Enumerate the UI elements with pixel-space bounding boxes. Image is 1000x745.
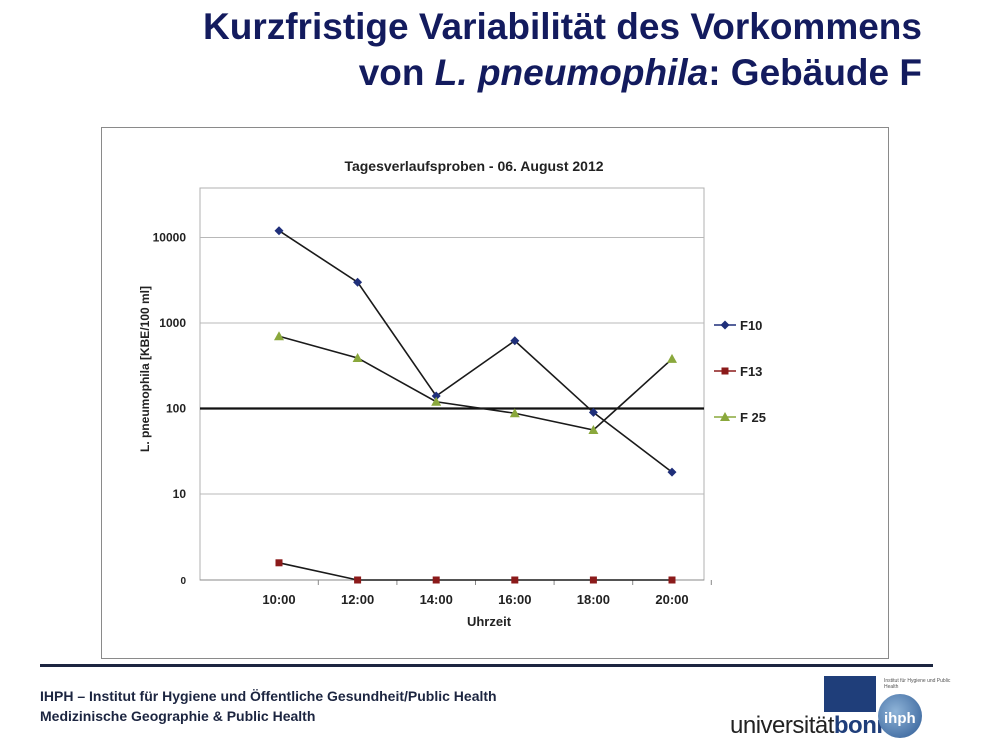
- data-point-f13: [354, 576, 362, 584]
- x-tick-label: 12:00: [341, 592, 374, 607]
- footer-line-2: Medizinische Geographie & Public Health: [40, 708, 316, 724]
- ihph-globe-icon: [878, 694, 922, 738]
- logo-wordmark: universitätbonn: [730, 712, 891, 740]
- y-tick-label: 100: [166, 402, 186, 416]
- data-point-f25: [274, 331, 284, 341]
- chart-frame: 0 10 100 1000 10000 10:00 12:00 14:00 16:00 18:00…: [101, 127, 889, 659]
- footer-line-1: IHPH – Institut für Hygiene und Öffentli…: [40, 688, 497, 704]
- y-tick-label: 1000: [159, 316, 186, 330]
- data-point-f25: [431, 396, 442, 406]
- university-logo: universitätbonn ihph Institut für Hygien…: [730, 676, 980, 742]
- ihph-badge-label: ihph: [884, 710, 916, 727]
- data-point-f10: [588, 407, 598, 417]
- legend-marker-f10: [720, 320, 730, 330]
- legend-marker-f25: [720, 412, 730, 421]
- x-tick-label: 18:00: [577, 592, 610, 607]
- footer-institute: IHPH – Institut für Hygiene und Öffentli…: [40, 686, 497, 726]
- data-point-f10: [510, 336, 520, 346]
- data-point-f13: [511, 576, 519, 584]
- title-species: L. pneumophila: [434, 52, 709, 93]
- x-tick-label: 20:00: [655, 592, 688, 607]
- slide-title: Kurzfristige Variabilität des Vorkommens…: [203, 4, 922, 96]
- y-tick-label: 10000: [153, 231, 187, 245]
- data-point-f10: [431, 391, 441, 401]
- logo-prefix: universität: [730, 712, 834, 739]
- footer-divider: [40, 664, 933, 667]
- x-tick-label: 16:00: [498, 592, 531, 607]
- bonn-emblem-icon: [824, 676, 876, 712]
- x-axis-label: Uhrzeit: [467, 614, 512, 629]
- legend-marker-f13: [721, 367, 729, 375]
- legend-label-f25: F 25: [740, 410, 766, 425]
- data-point-f13: [432, 576, 440, 584]
- title-line-1: Kurzfristige Variabilität des Vorkommens: [203, 6, 922, 47]
- data-point-f25: [588, 425, 599, 435]
- chart-title: Tagesverlaufsproben - 06. August 2012: [344, 158, 603, 174]
- title-suffix: : Gebäude F: [708, 52, 922, 93]
- title-prefix: von: [358, 52, 435, 93]
- ihph-caption: Institut für Hygiene und Public Health: [884, 678, 951, 690]
- legend-label-f10: F10: [740, 318, 762, 333]
- line-chart: 0 10 100 1000 10000 10:00 12:00 14:00 16:00 18:00…: [138, 158, 766, 629]
- y-axis-label: L. pneumophila [KBE/100 ml]: [138, 286, 152, 452]
- series-line-f13: [278, 562, 672, 581]
- data-point-f13: [589, 576, 597, 584]
- data-point-f10: [274, 226, 284, 236]
- x-tick-label: 10:00: [262, 592, 295, 607]
- data-point-f25: [509, 408, 520, 418]
- legend-label-f13: F13: [740, 364, 762, 379]
- data-point-f10: [353, 277, 363, 287]
- y-tick-label: 0: [180, 576, 186, 587]
- data-point-f25: [352, 352, 363, 362]
- data-point-f13: [275, 559, 283, 567]
- series-line-f25: [278, 335, 673, 431]
- data-point-f10: [667, 467, 677, 477]
- series-line-f10: [278, 230, 673, 473]
- y-tick-label: 10: [173, 487, 187, 501]
- x-tick-label: 14:00: [420, 592, 453, 607]
- data-point-f13: [668, 576, 676, 584]
- data-point-f25: [667, 353, 677, 363]
- title-line-2: von L. pneumophila: Gebäude F: [203, 50, 922, 96]
